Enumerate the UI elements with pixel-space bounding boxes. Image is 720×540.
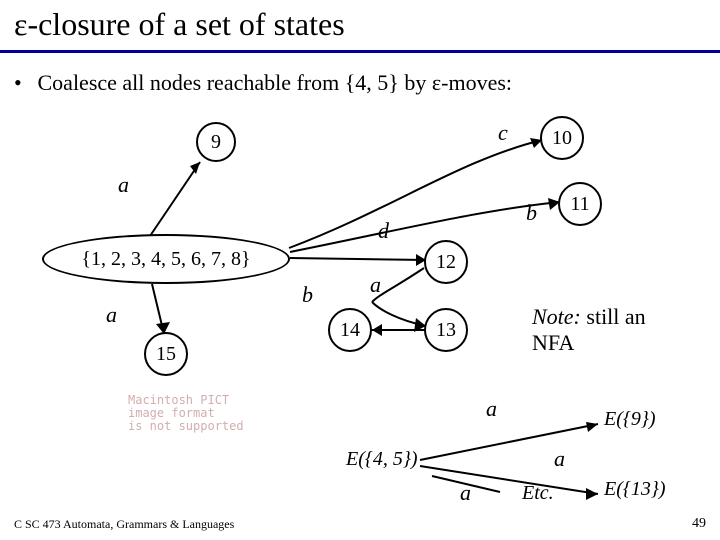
bullet-text-after: -moves: [441, 70, 512, 95]
node-label: {1, 2, 3, 4, 5, 6, 7, 8} [81, 248, 250, 271]
edge-label-a-top: a [118, 172, 129, 198]
bullet-eps: ε [432, 70, 441, 95]
bullet-text-before: Coalesce all nodes reachable from [38, 70, 345, 95]
edge-label-d: d [378, 218, 389, 244]
bullet-line: • Coalesce all nodes reachable from {4, … [14, 70, 512, 96]
note-word: Note: [532, 304, 581, 329]
bullet-set: {4, 5} [345, 70, 399, 95]
node-label: 10 [552, 127, 572, 150]
state-node-13: 13 [424, 308, 468, 352]
page-number: 49 [692, 516, 706, 532]
state-node-15: 15 [144, 332, 188, 376]
state-node-big: {1, 2, 3, 4, 5, 6, 7, 8} [42, 234, 290, 284]
pict-l1: Macintosh PICT [128, 393, 229, 407]
title-rest: -closure of a set of states [27, 6, 344, 42]
footer-text: C SC 473 Automata, Grammars & Languages [14, 517, 234, 532]
bullet-text-mid: by [399, 70, 432, 95]
node-label: 14 [340, 319, 360, 342]
etc-e45: E({4, 5}) [346, 448, 418, 471]
pict-l3: is not supported [128, 419, 244, 433]
etc-a3: a [460, 480, 471, 506]
edge-label-c: c [498, 120, 508, 146]
etc-a2: a [554, 446, 565, 472]
node-label: 9 [211, 131, 221, 154]
state-node-12: 12 [424, 240, 468, 284]
etc-a1: a [486, 396, 497, 422]
title-underline [0, 50, 720, 53]
edge-label-a-mid: a [370, 272, 381, 298]
note-rest2: NFA [532, 330, 574, 355]
node-label: 13 [436, 319, 456, 342]
edge-label-b-right: b [526, 200, 537, 226]
note-rest1: still an [581, 304, 646, 329]
note-text: Note: still an NFA [532, 304, 702, 356]
state-node-14: 14 [328, 308, 372, 352]
title-epsilon: ε [14, 6, 27, 42]
node-label: 12 [436, 251, 456, 274]
node-label: 15 [156, 343, 176, 366]
pict-placeholder-1: Macintosh PICT image format is not suppo… [128, 394, 244, 434]
node-label: 11 [570, 193, 589, 216]
edge-label-a-left: a [106, 302, 117, 328]
bullet-dot: • [14, 70, 32, 96]
etc-e9: E({9}) [604, 408, 656, 431]
state-node-10: 10 [540, 116, 584, 160]
pict-l2: image format [128, 406, 215, 420]
state-node-11: 11 [558, 182, 602, 226]
etc-e13: E({13}) [604, 478, 666, 501]
slide-title: ε-closure of a set of states [14, 6, 345, 43]
etc-etc: Etc. [522, 482, 554, 505]
state-node-9: 9 [196, 122, 236, 162]
edge-label-b-mid: b [302, 282, 313, 308]
